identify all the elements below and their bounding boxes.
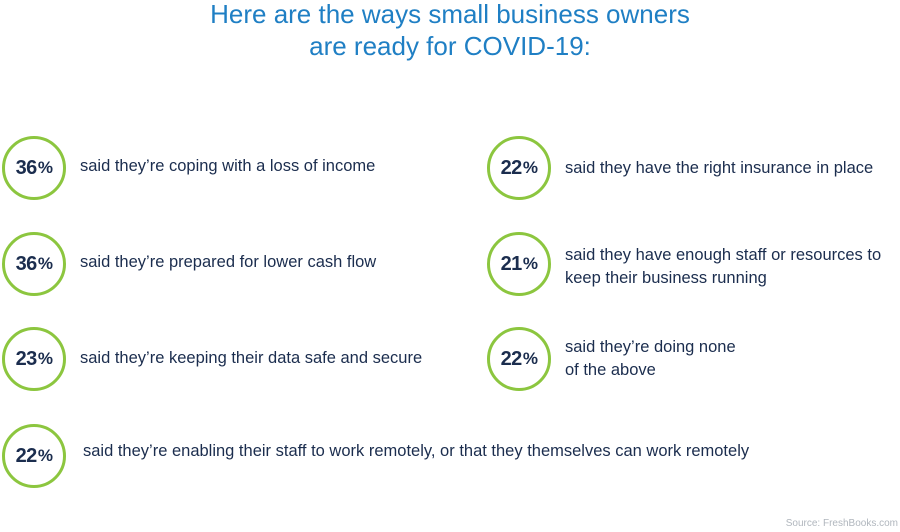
stat-value: 21 (500, 252, 523, 275)
stat-label-line: keep their business running (565, 269, 767, 287)
percent-sign: % (522, 254, 538, 273)
percent-sign: % (37, 349, 53, 368)
percent-sign: % (37, 254, 53, 273)
stat-label: said they’re doing none of the above (565, 336, 736, 382)
stat-badge: 36% (2, 136, 66, 200)
stat-label: said they’re coping with a loss of incom… (80, 155, 375, 178)
source-credit: Source: FreshBooks.com (785, 518, 898, 529)
stat-label: said they’re keeping their data safe and… (80, 347, 422, 370)
stat-label-line: said they have the right insurance in pl… (565, 159, 874, 177)
stat-badge: 22% (2, 424, 66, 488)
stat-value: 22 (500, 156, 523, 179)
stat-badge: 22% (487, 327, 551, 391)
stat-label-line: of the above (565, 361, 656, 379)
title-line-2: are ready for COVID-19: (309, 31, 591, 61)
page-title: Here are the ways small business owners … (0, 0, 900, 62)
stat-value: 22 (15, 444, 38, 467)
stat-value: 23 (15, 347, 38, 370)
stat-label-line: said they’re keeping their data safe and… (80, 349, 423, 367)
stat-label: said they have enough staff or resources… (565, 244, 881, 290)
percent-sign: % (37, 446, 53, 465)
title-line-1: Here are the ways small business owners (210, 0, 690, 29)
stat-badge: 22% (487, 136, 551, 200)
stat-value: 36 (15, 252, 38, 275)
stat-badge: 21% (487, 232, 551, 296)
stat-value: 22 (500, 347, 523, 370)
stat-label-line: said they’re prepared for lower cash flo… (80, 253, 377, 271)
percent-sign: % (37, 158, 53, 177)
stat-label-line: said they’re doing none (565, 338, 736, 356)
stat-label: said they’re prepared for lower cash flo… (80, 251, 376, 274)
stat-badge: 23% (2, 327, 66, 391)
stat-label-line: said they’re coping with a loss of incom… (80, 157, 376, 175)
stat-label: said they’re enabling their staff to wor… (83, 440, 749, 463)
percent-sign: % (522, 349, 538, 368)
stat-label-line: said they have enough staff or resources… (565, 246, 882, 264)
percent-sign: % (522, 158, 538, 177)
stat-label-line: said they’re enabling their staff to wor… (83, 442, 750, 460)
stat-label: said they have the right insurance in pl… (565, 157, 873, 180)
stat-badge: 36% (2, 232, 66, 296)
stat-value: 36 (15, 156, 38, 179)
